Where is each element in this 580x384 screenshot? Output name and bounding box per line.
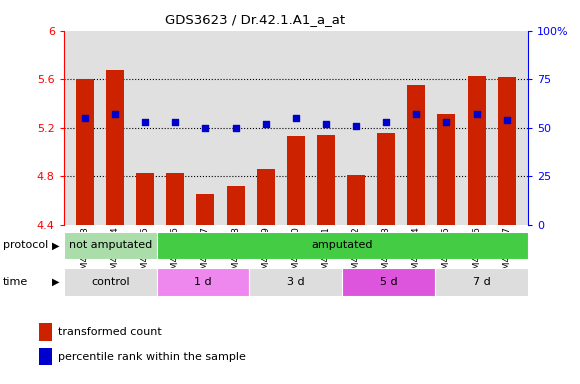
Text: control: control [91,277,129,287]
Text: amputated: amputated [311,240,373,250]
Bar [342,268,435,296]
Bar [407,85,425,225]
Text: 7 d: 7 d [473,277,490,287]
Bar [166,172,184,225]
Text: ▶: ▶ [52,277,59,287]
Bar [106,70,124,225]
Bar [437,114,455,225]
Text: 1 d: 1 d [194,277,212,287]
Text: 3 d: 3 d [287,277,305,287]
Text: GDS3623 / Dr.42.1.A1_a_at: GDS3623 / Dr.42.1.A1_a_at [165,13,345,26]
Bar [76,79,94,225]
Bar [377,132,395,225]
Bar [197,194,215,225]
Bar [498,77,516,225]
Text: protocol: protocol [3,240,48,250]
Point [351,122,361,129]
Point [171,119,180,125]
Bar [64,268,157,296]
Bar [435,268,528,296]
Bar [157,232,528,259]
Point [382,119,391,125]
Bar [136,172,154,225]
Bar [287,136,305,225]
Bar [249,268,342,296]
Text: 5 d: 5 d [380,277,397,287]
Bar [157,268,249,296]
Point [261,121,270,127]
Bar [64,232,157,259]
Point [291,115,300,121]
Text: ▶: ▶ [52,240,59,250]
Text: transformed count: transformed count [58,327,161,337]
Point [321,121,331,127]
Bar [467,76,485,225]
Point [502,117,512,123]
Point [412,111,421,117]
Point [110,111,119,117]
Point [442,119,451,125]
Point [231,125,240,131]
Text: percentile rank within the sample: percentile rank within the sample [58,352,245,362]
Bar [256,169,275,225]
Point [80,115,89,121]
Point [472,111,481,117]
Bar [347,175,365,225]
Bar [39,348,52,365]
Bar [39,323,52,341]
Bar [227,186,245,225]
Point [201,125,210,131]
Text: not amputated: not amputated [68,240,152,250]
Text: time: time [3,277,28,287]
Bar [317,135,335,225]
Point [140,119,150,125]
